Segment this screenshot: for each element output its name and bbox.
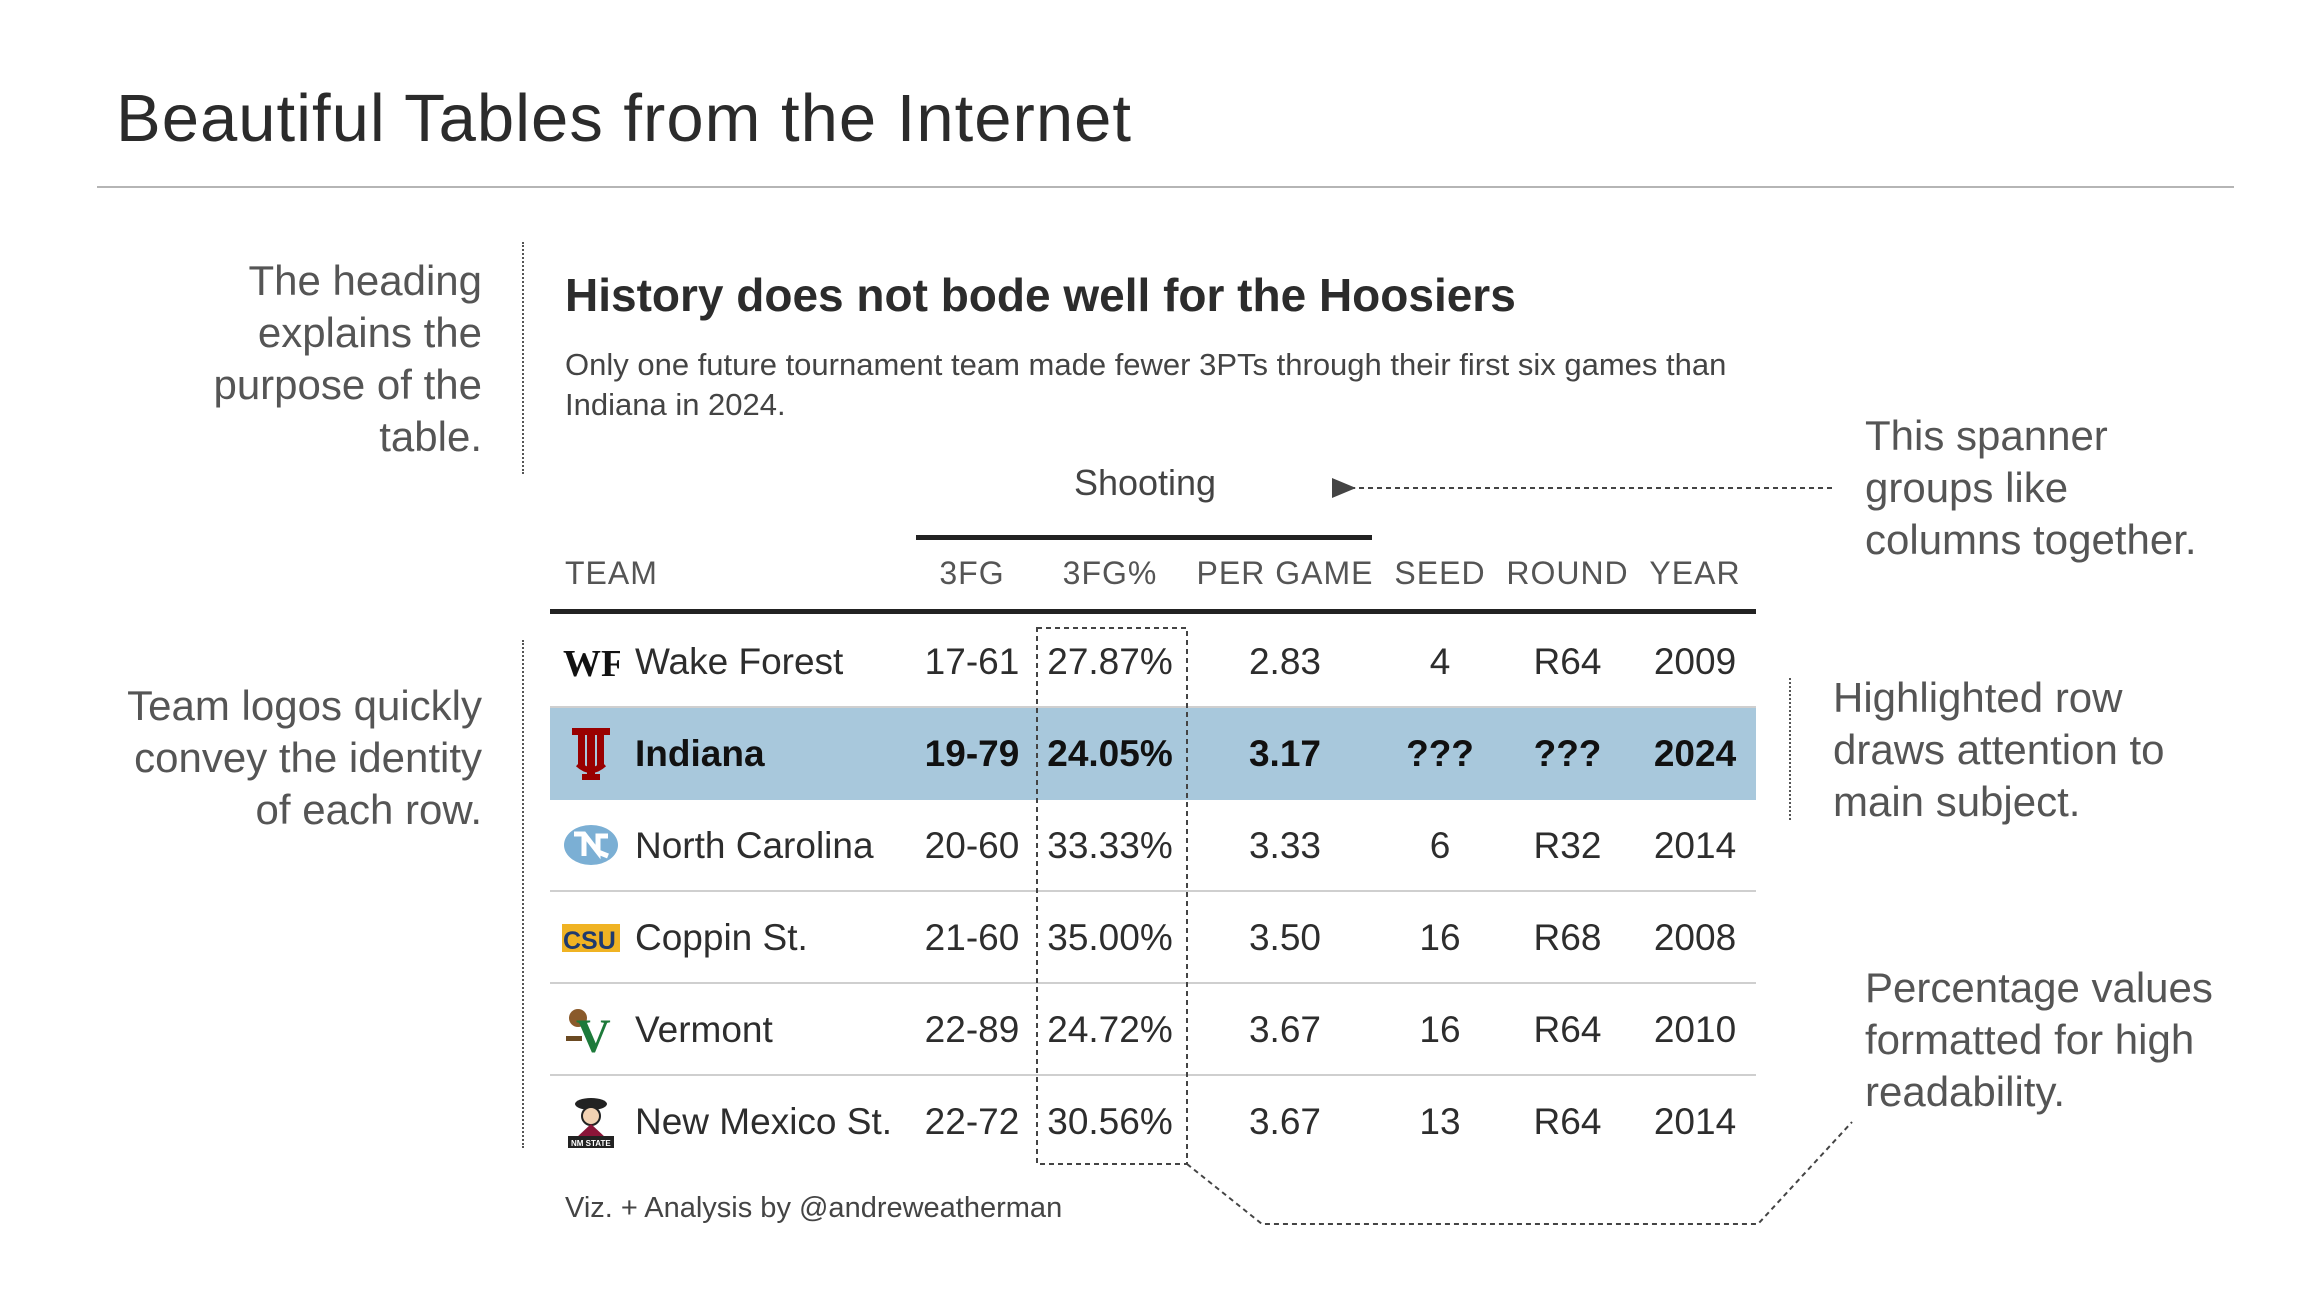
seed-value: 16 [1419,917,1461,958]
table-row: NM STATE New Mexico St. 22-72 30.56% 3.6… [550,1076,1756,1168]
round-value: R68 [1533,917,1602,958]
fg3-pct-value: 33.33% [1047,825,1173,866]
fg3-value: 22-72 [924,1101,1020,1142]
table-credit: Viz. + Analysis by @andreweatherman [565,1192,1063,1224]
seed-value: ??? [1406,733,1474,774]
col-team: TEAM [565,555,658,591]
team-name: Coppin St. [635,917,808,958]
shooting-spanner: Shooting [1073,462,1217,503]
table-row-highlighted: Indiana 19-79 24.05% 3.17 ??? ??? 2024 [550,708,1756,800]
per-game-value: 3.17 [1248,733,1321,774]
table-row: North Carolina 20-60 33.33% 3.33 6 R32 2… [550,800,1756,892]
col-year: YEAR [1649,555,1741,591]
per-game-value: 3.50 [1248,917,1321,958]
wake-forest-logo: WF [563,643,620,685]
table-title: History does not bode well for the Hoosi… [565,269,1516,321]
round-value: ??? [1533,733,1602,774]
round-value: R64 [1533,1009,1602,1050]
year-value: 2010 [1653,1009,1737,1050]
header-rule [550,609,1756,614]
svg-text:NM STATE: NM STATE [571,1139,611,1148]
year-value: 2014 [1653,825,1737,866]
fg3-pct-value: 24.72% [1047,1009,1173,1050]
spanner-annotation: This spanner groups like columns together. [1865,412,2197,563]
per-game-value: 3.67 [1248,1101,1321,1142]
logos-bracket [522,640,524,1148]
table-row: V Vermont 22-89 24.72% 3.67 16 R64 2010 [550,984,1756,1076]
percent-connector [1186,1121,1853,1225]
year-value: 2014 [1653,1101,1737,1142]
north-carolina-logo [564,825,618,865]
round-value: R32 [1533,825,1602,866]
fg3-value: 19-79 [924,733,1020,774]
round-value: R64 [1533,641,1602,682]
svg-text:WF: WF [563,643,620,685]
table-row: WF Wake Forest 17-61 27.87% 2.83 4 R64 2… [550,616,1756,708]
fg3-value: 20-60 [924,825,1020,866]
svg-text:CSU: CSU [563,927,616,955]
col-per-game: PER GAME [1196,555,1374,591]
heading-bracket [522,242,524,474]
year-value: 2008 [1653,917,1737,958]
heading-annotation: The heading explains the purpose of the ta… [213,257,482,460]
percent-annotation: Percentage values formatted for high reada… [1865,964,2213,1115]
title-divider [97,186,2234,188]
fg3-value: 17-61 [924,641,1020,682]
seed-value: 6 [1429,825,1451,866]
highlight-bracket [1789,678,1791,820]
col-3fg-pct: 3FG% [1062,555,1158,591]
table-subtitle: Only one future tournament team made few… [565,347,1727,422]
col-round: ROUND [1506,555,1629,591]
team-name: New Mexico St. [635,1101,893,1142]
new-mexico-state-logo: NM STATE [568,1098,614,1148]
seed-value: 4 [1429,641,1451,682]
fg3-pct-value: 30.56% [1047,1101,1173,1142]
per-game-value: 2.83 [1248,641,1321,682]
highlight-annotation: Highlighted row draws attention to main su… [1833,674,2165,825]
coppin-state-logo: CSU [562,924,620,955]
seed-value: 16 [1419,1009,1461,1050]
team-name: North Carolina [635,825,874,866]
seed-value: 13 [1419,1101,1461,1142]
table-row: CSU Coppin St. 21-60 35.00% 3.50 16 R68 … [550,892,1756,984]
indiana-logo [572,728,610,780]
spanner-rule [916,535,1372,540]
logos-annotation: Team logos quickly convey the identity of … [127,682,482,833]
fg3-value: 21-60 [924,917,1020,958]
fg3-value: 22-89 [924,1009,1020,1050]
percent-column-box [1036,627,1188,1165]
col-3fg: 3FG [939,555,1005,591]
fg3-pct-value: 35.00% [1047,917,1173,958]
team-name: Vermont [635,1009,773,1050]
fg3-pct-value: 24.05% [1047,733,1173,774]
svg-text:V: V [576,1010,611,1058]
per-game-value: 3.67 [1248,1009,1321,1050]
col-seed: SEED [1394,555,1486,591]
slide-title: Beautiful Tables from the Internet [116,81,1133,156]
team-name: Wake Forest [635,641,844,682]
per-game-value: 3.33 [1248,825,1321,866]
fg3-pct-value: 27.87% [1047,641,1173,682]
year-value: 2009 [1653,641,1737,682]
team-name: Indiana [635,733,765,774]
round-value: R64 [1533,1101,1602,1142]
vermont-logo: V [566,1009,611,1058]
year-value: 2024 [1653,733,1737,774]
